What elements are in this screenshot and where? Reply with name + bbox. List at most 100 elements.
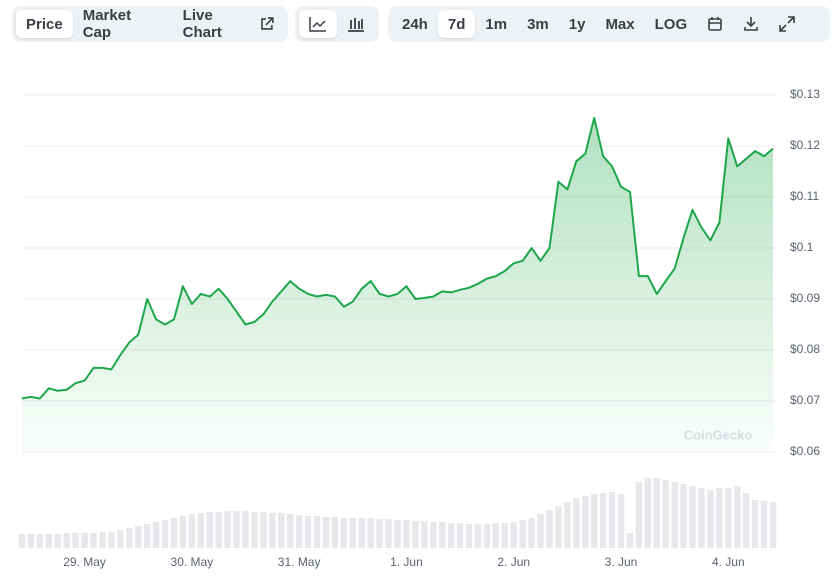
volume-bar	[108, 532, 115, 548]
volume-bar	[760, 501, 768, 548]
calendar-button[interactable]	[697, 10, 733, 38]
volume-bar	[751, 500, 759, 548]
x-tick-label: 4. Jun	[712, 555, 745, 569]
y-tick-label: $0.12	[790, 138, 820, 152]
range-max[interactable]: Max	[605, 15, 635, 33]
volume-bar	[528, 518, 535, 548]
volume-bar	[322, 517, 330, 548]
volume-bar	[626, 533, 634, 548]
volume-bar	[456, 523, 464, 548]
volume-bar	[742, 493, 750, 548]
volume-bar	[725, 488, 732, 548]
y-tick-label: $0.08	[790, 342, 820, 356]
candle-icon	[348, 18, 364, 32]
volume-bar	[617, 494, 625, 548]
volume-bar	[590, 494, 598, 548]
volume-bar	[72, 533, 79, 548]
volume-bar	[295, 515, 303, 548]
volume-bar	[430, 522, 437, 548]
volume-bar	[269, 513, 276, 548]
volume-bar	[510, 522, 517, 548]
volume-bar	[161, 520, 169, 548]
tab-market-cap[interactable]: Market Cap	[82, 7, 132, 41]
volume-bar	[349, 518, 357, 548]
download-icon	[744, 17, 758, 31]
volume-bar	[18, 534, 26, 548]
volume-bar	[188, 514, 196, 548]
volume-bar	[170, 518, 178, 548]
log-toggle[interactable]: LOG	[654, 15, 688, 33]
volume-bar	[599, 493, 607, 548]
x-tick-label: 31. May	[278, 555, 321, 569]
volume-bar	[179, 516, 187, 548]
volume-bar	[215, 512, 222, 548]
volume-bar	[438, 522, 446, 548]
volume-bar	[707, 490, 714, 548]
fullscreen-button[interactable]	[769, 10, 805, 38]
volume-bar	[769, 502, 777, 548]
volume-bar	[197, 513, 205, 548]
volume-bar	[716, 488, 723, 548]
line-chart-button[interactable]	[299, 10, 337, 38]
volume-bar	[582, 496, 589, 548]
tab-live-chart[interactable]: Live Chart	[173, 7, 284, 41]
volume-bar	[671, 482, 678, 548]
volume-bar	[278, 513, 285, 548]
volume-bar	[304, 516, 312, 548]
volume-bar	[403, 520, 410, 548]
x-tick-label: 30. May	[171, 555, 214, 569]
volume-bar	[689, 486, 696, 548]
fullscreen-icon	[779, 16, 795, 32]
volume-bar	[135, 526, 142, 548]
volume-bar	[143, 524, 151, 548]
volume-bar	[45, 534, 53, 548]
volume-bar	[573, 498, 580, 548]
volume-bar	[447, 523, 455, 548]
volume-bar	[367, 518, 374, 548]
candle-chart-button[interactable]	[337, 10, 375, 38]
range-24h[interactable]: 24h	[402, 15, 428, 33]
volume-bar	[501, 523, 509, 548]
view-tabs: Price Market Cap Live Chart	[12, 6, 288, 42]
x-tick-label: 1. Jun	[390, 555, 423, 569]
volume-bar	[662, 480, 669, 548]
volume-bar	[653, 478, 660, 548]
download-button[interactable]	[733, 10, 769, 38]
volume-bar	[90, 533, 97, 548]
volume-bar	[465, 524, 473, 548]
volume-bar	[331, 517, 339, 548]
y-tick-label: $0.11	[790, 189, 819, 203]
volume-bar	[340, 518, 348, 548]
tab-price[interactable]: Price	[16, 10, 73, 38]
volume-bar	[412, 521, 419, 548]
range-1m[interactable]: 1m	[485, 15, 508, 33]
volume-bar	[63, 533, 70, 548]
range-3m[interactable]: 3m	[527, 15, 549, 33]
volume-bar	[152, 522, 160, 548]
volume-bar	[421, 521, 428, 548]
line-icon	[309, 17, 326, 32]
volume-bar	[36, 534, 44, 548]
calendar-icon	[708, 17, 722, 31]
volume-bar	[680, 484, 687, 548]
x-tick-label: 29. May	[63, 555, 106, 569]
volume-bar	[564, 502, 571, 548]
volume-bar	[492, 523, 500, 548]
range-1y[interactable]: 1y	[568, 15, 586, 33]
volume-bar	[126, 528, 133, 548]
volume-bar	[233, 511, 240, 548]
price-area	[22, 118, 773, 452]
volume-bar	[644, 478, 652, 548]
volume-bar	[286, 514, 294, 548]
x-tick-label: 3. Jun	[605, 555, 638, 569]
volume-bar	[698, 488, 705, 548]
external-icon	[261, 17, 274, 30]
volume-bar	[537, 514, 544, 548]
volume-bar	[313, 516, 321, 548]
volume-bar	[608, 492, 616, 548]
tab-live-chart-label: Live Chart	[182, 7, 222, 41]
range-7d[interactable]: 7d	[437, 10, 476, 38]
y-tick-label: $0.13	[790, 87, 820, 101]
